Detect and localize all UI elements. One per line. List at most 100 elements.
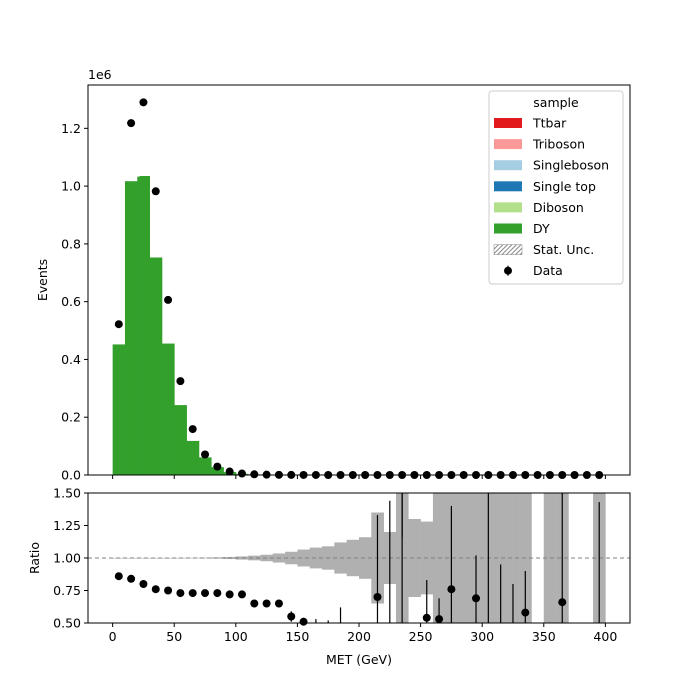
- unc-band-segment: [186, 557, 200, 559]
- histogram-bar: [137, 176, 141, 475]
- unc-band-segment: [408, 519, 421, 597]
- main-y-axis-label: Events: [35, 259, 50, 301]
- legend-label: Triboson: [532, 137, 585, 152]
- ratio-points: [114, 493, 600, 626]
- y-tick-label: 0.75: [53, 583, 81, 598]
- histogram-bar: [161, 343, 175, 475]
- unc-band-segment: [359, 537, 372, 579]
- main-panel: 0.0 0.2 0.4 0.6 0.8 1.0 1.2 1e6 Events: [35, 67, 631, 483]
- data-point: [114, 320, 123, 329]
- ratio-point: [250, 599, 259, 608]
- histogram-bar: [198, 457, 212, 475]
- histogram-bar: [112, 344, 126, 475]
- legend-title: sample: [533, 95, 579, 110]
- legend-label: DY: [533, 221, 550, 236]
- ratio-point: [262, 599, 271, 608]
- x-tick-label: 0: [109, 629, 117, 644]
- legend-swatch: [494, 118, 522, 128]
- y-tick-label: 1.00: [53, 551, 81, 566]
- legend-swatch: [494, 202, 522, 213]
- histogram-bar: [174, 405, 187, 475]
- histogram-bar: [186, 440, 200, 475]
- ratio-panel: 0 50 100 150 200 250 300 350 400 0.50 0.75 1.00 1.2…: [27, 486, 631, 667]
- y-tick-label: 1.2: [61, 121, 81, 136]
- data-point: [176, 377, 185, 386]
- data-point: [127, 119, 136, 128]
- unc-band-segment: [248, 555, 261, 561]
- ratio-point: [521, 608, 530, 617]
- x-tick-label: 100: [224, 629, 248, 644]
- legend-marker-data: [504, 265, 512, 276]
- ratio-y-axis-label: Ratio: [27, 542, 42, 574]
- ratio-point: [237, 590, 246, 599]
- data-point: [213, 462, 222, 471]
- x-tick-label: 150: [285, 629, 309, 644]
- data-point: [225, 467, 234, 476]
- ratio-point: [274, 599, 283, 608]
- x-tick-label: 350: [532, 629, 556, 644]
- legend-box: [488, 90, 624, 285]
- ratio-point: [114, 572, 123, 581]
- unc-band-segment: [149, 557, 163, 559]
- unc-band-segment: [309, 547, 323, 569]
- y-tick-label: 0.0: [61, 468, 81, 483]
- data-point: [164, 295, 173, 304]
- data-point: [188, 425, 197, 434]
- y-tick-label: 0.6: [61, 294, 81, 309]
- ratio-point: [127, 574, 136, 583]
- main-y-ticks: 0.0 0.2 0.4 0.6 0.8 1.0 1.2: [61, 121, 88, 483]
- y-tick-label: 0.2: [61, 410, 81, 425]
- ratio-point: [435, 615, 444, 624]
- ratio-point: [287, 612, 296, 621]
- x-tick-label: 250: [409, 629, 433, 644]
- legend-label: Stat. Unc.: [533, 242, 594, 257]
- y-offset-text: 1e6: [88, 67, 112, 82]
- y-tick-label: 1.50: [53, 486, 81, 501]
- ratio-point: [299, 617, 308, 626]
- histogram-bar: [139, 176, 150, 475]
- ratio-point: [373, 593, 382, 601]
- data-point: [250, 470, 259, 479]
- ratio-point: [176, 589, 185, 598]
- ratio-point: [447, 585, 456, 594]
- unc-band-segment: [506, 493, 520, 623]
- legend-swatch: [494, 160, 522, 171]
- legend: sample Ttbar Triboson Singleboson Single to…: [488, 90, 624, 285]
- ratio-point: [472, 594, 481, 603]
- ratio-point: [201, 589, 210, 598]
- stacked-histogram: [112, 176, 372, 475]
- histogram-bar: [211, 467, 224, 475]
- legend-label: Single top: [533, 179, 596, 194]
- unc-band-segment: [198, 557, 212, 559]
- ratio-point: [151, 585, 160, 594]
- y-tick-label: 0.4: [61, 352, 81, 367]
- ratio-point: [213, 589, 222, 598]
- unc-band-segment: [457, 493, 471, 623]
- x-tick-label: 50: [166, 629, 182, 644]
- unc-band-segment: [137, 557, 150, 559]
- ratio-point: [139, 580, 148, 588]
- legend-swatch: [494, 181, 522, 192]
- legend-label: Singleboson: [533, 158, 609, 173]
- data-point: [201, 450, 210, 459]
- ratio-point: [188, 589, 197, 598]
- data-point: [237, 469, 246, 478]
- x-tick-label: 300: [470, 629, 494, 644]
- ratio-x-axis-label: MET (GeV): [326, 652, 392, 667]
- unc-band-segment: [297, 549, 311, 567]
- legend-label: Ttbar: [532, 116, 567, 131]
- legend-hatch-swatch: [493, 244, 523, 255]
- main-x-ticks: [112, 475, 606, 479]
- legend-entries: Ttbar Triboson Singleboson Single top Diboso…: [493, 116, 609, 278]
- ratio-point: [558, 598, 567, 607]
- data-point: [139, 98, 148, 107]
- y-tick-label: 1.25: [53, 518, 81, 533]
- unc-band-segment: [494, 493, 508, 623]
- ratio-point: [422, 613, 431, 622]
- legend-label: Diboson: [533, 200, 584, 215]
- x-tick-label: 400: [593, 629, 617, 644]
- data-points: [114, 98, 604, 479]
- y-tick-label: 0.8: [61, 236, 81, 251]
- unc-band-segment: [346, 539, 360, 577]
